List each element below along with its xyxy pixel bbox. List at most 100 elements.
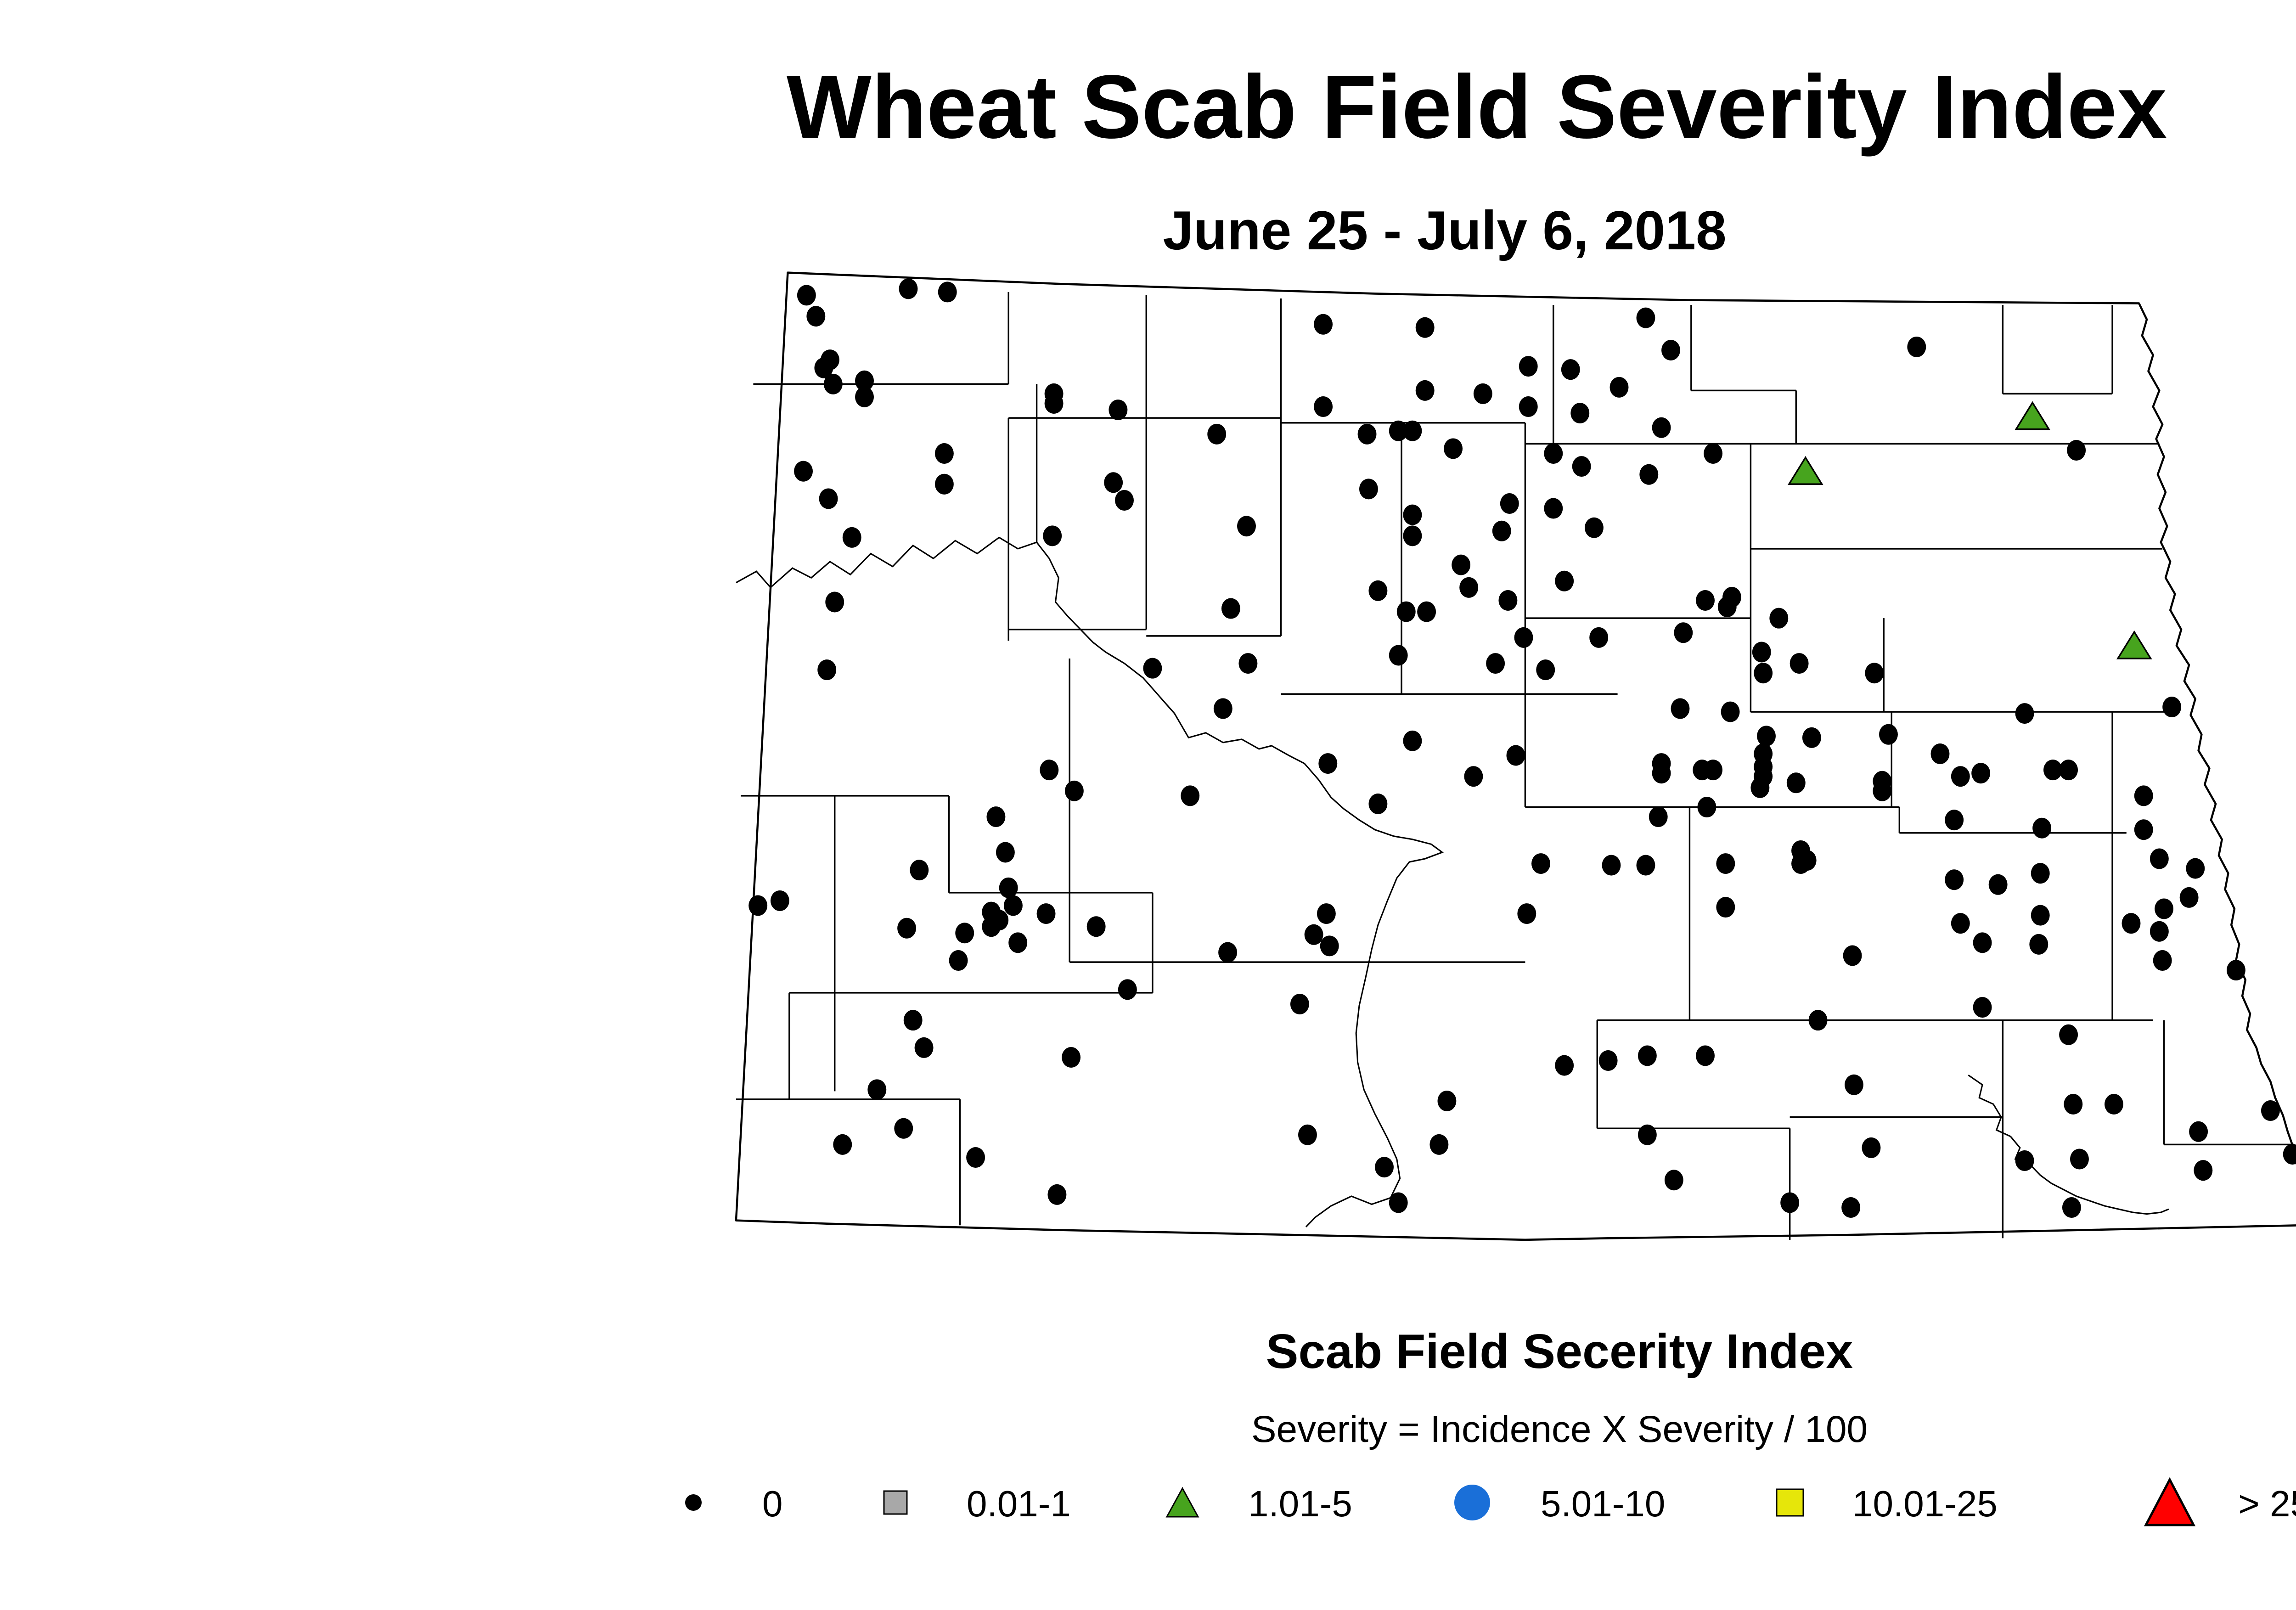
map-dot-severity-0	[1844, 1074, 1863, 1095]
map-dot-severity-0	[855, 386, 874, 407]
map-dot-severity-0	[1519, 396, 1538, 417]
map-dot-severity-0	[1598, 1050, 1618, 1071]
map-dot-severity-0	[794, 461, 813, 482]
map-dot-severity-0	[2059, 1024, 2078, 1045]
legend-title: Scab Field Secerity Index	[1266, 1324, 1853, 1379]
map-dot-severity-0	[1389, 645, 1408, 666]
map-dot-severity-0	[1555, 570, 1574, 591]
map-dot-severity-0	[1930, 743, 1950, 765]
map-dot-severity-0	[1064, 780, 1084, 801]
map-dot-severity-0	[897, 918, 917, 939]
county-boundaries	[736, 292, 2294, 1240]
map-dot-severity-0	[814, 357, 833, 378]
legend-symbol-green-triangle	[1165, 1486, 1199, 1518]
map-dot-severity-0	[934, 473, 954, 495]
map-dot-severity-0	[1584, 517, 1604, 538]
map-triangle-severity-1-5	[1787, 456, 1823, 485]
map-dot-severity-0	[1988, 874, 2008, 895]
map-dot-severity-0	[1086, 916, 1106, 937]
map-dot-severity-0	[1320, 935, 1339, 957]
map-dot-severity-0	[1704, 760, 1723, 781]
legend-symbol-red-triangle	[2144, 1477, 2196, 1526]
map-dot-severity-0	[999, 877, 1018, 898]
map-dot-severity-0	[825, 591, 844, 613]
map-dot-severity-0	[1570, 403, 1590, 424]
map-dot-severity-0	[1389, 420, 1408, 441]
map-dot-severity-0	[1221, 598, 1240, 619]
map-dot-severity-0	[1304, 924, 1323, 945]
legend-symbol-yellow-square	[1776, 1488, 1804, 1517]
map-dot-severity-0	[1750, 777, 1770, 798]
map-dot-severity-0	[1862, 1137, 1881, 1158]
north-dakota-county-map	[735, 271, 2296, 1241]
map-dot-severity-0	[1716, 897, 1735, 918]
map-dot-severity-0	[1945, 810, 1964, 831]
data-points-layer	[748, 278, 2296, 1218]
map-dot-severity-0	[1044, 393, 1064, 414]
map-dot-severity-0	[1752, 642, 1771, 663]
map-dot-severity-0	[1115, 490, 1134, 511]
map-triangle-severity-1-5	[2116, 630, 2152, 659]
map-dot-severity-0	[966, 1147, 985, 1168]
map-dot-severity-0	[1951, 766, 1970, 787]
map-dot-severity-0	[1638, 1045, 1657, 1066]
county-line-path	[736, 292, 2294, 1240]
map-dot-severity-0	[1973, 997, 1992, 1018]
map-dot-severity-0	[2015, 703, 2034, 724]
map-dot-severity-0	[1444, 438, 1463, 459]
map-dot-severity-0	[1375, 1157, 1394, 1178]
map-dot-severity-0	[1786, 772, 1806, 794]
map-dot-severity-0	[1674, 622, 1693, 643]
map-dot-severity-0	[1368, 793, 1388, 815]
map-dot-severity-0	[1873, 780, 1892, 801]
map-dot-severity-0	[2043, 760, 2062, 781]
map-dot-severity-0	[2031, 905, 2050, 926]
map-dot-severity-0	[855, 370, 874, 391]
map-dot-severity-0	[1865, 663, 1884, 684]
map-dot-severity-0	[1536, 659, 1555, 681]
map-dot-severity-0	[1696, 1045, 1715, 1066]
map-dot-severity-0	[894, 1118, 913, 1139]
map-dot-severity-0	[1696, 590, 1715, 611]
map-dot-severity-0	[2032, 817, 2052, 839]
map-dot-severity-0	[2261, 1100, 2280, 1121]
map-dot-severity-0	[1062, 1047, 1081, 1068]
map-dot-severity-0	[996, 842, 1015, 863]
map-dot-severity-0	[1498, 590, 1518, 611]
map-dot-severity-0	[1403, 525, 1422, 546]
map-dot-severity-0	[1008, 932, 1028, 953]
map-dot-severity-0	[1671, 698, 1690, 719]
map-dot-severity-0	[1561, 359, 1580, 380]
map-dot-severity-0	[1945, 869, 1964, 890]
map-dot-severity-0	[1514, 627, 1533, 648]
map-dot-severity-0	[938, 281, 957, 303]
map-dot-severity-0	[748, 895, 768, 916]
map-dot-severity-0	[1298, 1124, 1317, 1145]
map-dot-severity-0	[1417, 601, 1436, 622]
map-triangle-severity-1-5	[2015, 401, 2051, 430]
map-dot-severity-0	[2105, 1093, 2123, 1115]
map-dot-severity-0	[1104, 472, 1123, 493]
map-dot-severity-0	[1808, 1010, 1828, 1031]
map-dot-severity-0	[982, 916, 1001, 937]
map-dot-severity-0	[1403, 504, 1422, 525]
map-dot-severity-0	[1704, 443, 1723, 464]
map-dot-severity-0	[914, 1037, 934, 1058]
sheyenne-river	[1968, 1074, 2169, 1215]
map-dot-severity-0	[1544, 443, 1563, 464]
map-dot-severity-0	[1555, 1055, 1574, 1076]
map-dot-severity-0	[1318, 753, 1338, 774]
map-dot-severity-0	[1791, 853, 1810, 874]
chart-subtitle: June 25 - July 6, 2018	[1163, 200, 1727, 261]
map-dot-severity-0	[1317, 903, 1336, 924]
legend-label-1_01-5: 1.01-5	[1248, 1483, 1352, 1524]
map-dot-severity-0	[1500, 493, 1519, 514]
map-dot-severity-0	[1531, 853, 1550, 874]
map-dot-severity-0	[1314, 314, 1333, 335]
map-dot-severity-0	[1486, 653, 1505, 674]
legend-symbol-gray-square	[883, 1490, 908, 1515]
map-dot-severity-0	[1649, 806, 1668, 828]
map-dot-severity-0	[2122, 913, 2141, 934]
map-dot-severity-0	[949, 950, 968, 971]
map-dot-severity-0	[899, 278, 918, 299]
